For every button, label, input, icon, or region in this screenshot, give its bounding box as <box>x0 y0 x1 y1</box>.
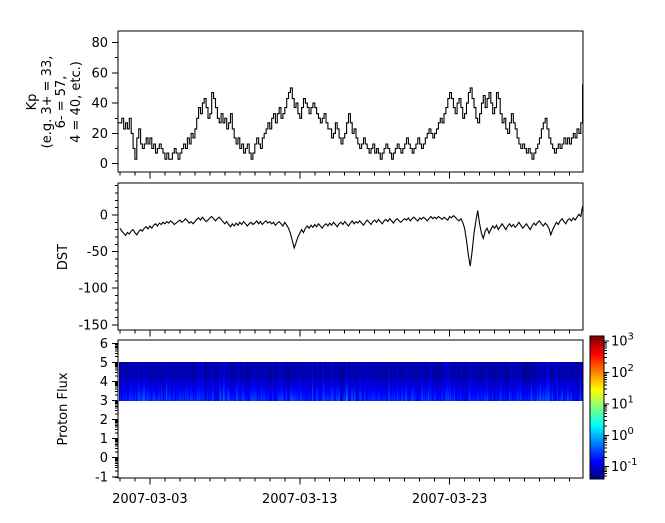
kp-index-panel: 0 20 40 60 80 <box>91 30 584 179</box>
colorbar-tick-label: 103 <box>611 332 634 350</box>
colorbar-tick-label: 10-1 <box>611 457 638 475</box>
colorbar-tick-label: 101 <box>611 394 634 412</box>
y-tick-label: -50 <box>87 245 108 260</box>
colorbar-tick-exponent: 2 <box>628 363 634 374</box>
x-tick-label: 2007-03-13 <box>262 492 338 507</box>
y-tick-label: -100 <box>78 282 108 297</box>
dst-index-frame <box>117 182 584 331</box>
proton-flux-heatmap <box>119 362 583 401</box>
y-tick-label: -1 <box>95 470 108 485</box>
y-tick-label: 6 <box>100 337 108 352</box>
y-tick-label: 80 <box>91 36 108 51</box>
dst-index-panel: 0 -50 -100 -150 <box>78 182 584 337</box>
dst-axis-label: DST <box>55 243 71 270</box>
y-tick-label: 20 <box>91 127 108 142</box>
y-tick-label: -150 <box>78 318 108 333</box>
dst-index-series-line <box>119 206 584 267</box>
y-tick-label: 5 <box>100 356 108 371</box>
proton-flux-panel: -1 0 1 2 3 4 5 6 2007-03-03 2007-03-13 2007-03-23 <box>95 337 584 507</box>
proton-flux-axis-label: Proton Flux <box>55 372 71 446</box>
y-tick-label: 60 <box>91 66 108 81</box>
kp-index-series-line <box>118 84 584 160</box>
y-tick-label: 0 <box>100 209 108 224</box>
y-tick-label: 3 <box>100 394 108 409</box>
x-tick-label: 2007-03-03 <box>112 492 188 507</box>
kp-index-frame <box>117 30 584 173</box>
kp-axis-label: Kp (e.g. 3+ = 33, 6- = 57, 4 = 40, etc.) <box>25 55 84 148</box>
colorbar-tick-label: 102 <box>611 363 634 381</box>
y-tick-label: 0 <box>100 451 108 466</box>
colorbar-tick-exponent: 0 <box>628 426 634 437</box>
colorbar-tick-label: 100 <box>611 426 634 444</box>
y-tick-label: 4 <box>100 375 108 390</box>
x-tick-label: 2007-03-23 <box>412 492 488 507</box>
colorbar-frame <box>589 335 605 480</box>
y-tick-label: 1 <box>100 432 108 447</box>
proton-flux-frame <box>117 339 584 479</box>
colorbar-gradient <box>590 336 604 479</box>
colorbar-tick-exponent: 1 <box>628 394 634 405</box>
y-tick-label: 0 <box>100 157 108 172</box>
colorbar-tick-exponent: -1 <box>628 457 638 468</box>
colorbar-tick-exponent: 3 <box>628 332 634 343</box>
y-tick-label: 40 <box>91 97 108 112</box>
y-tick-label: 2 <box>100 413 108 428</box>
